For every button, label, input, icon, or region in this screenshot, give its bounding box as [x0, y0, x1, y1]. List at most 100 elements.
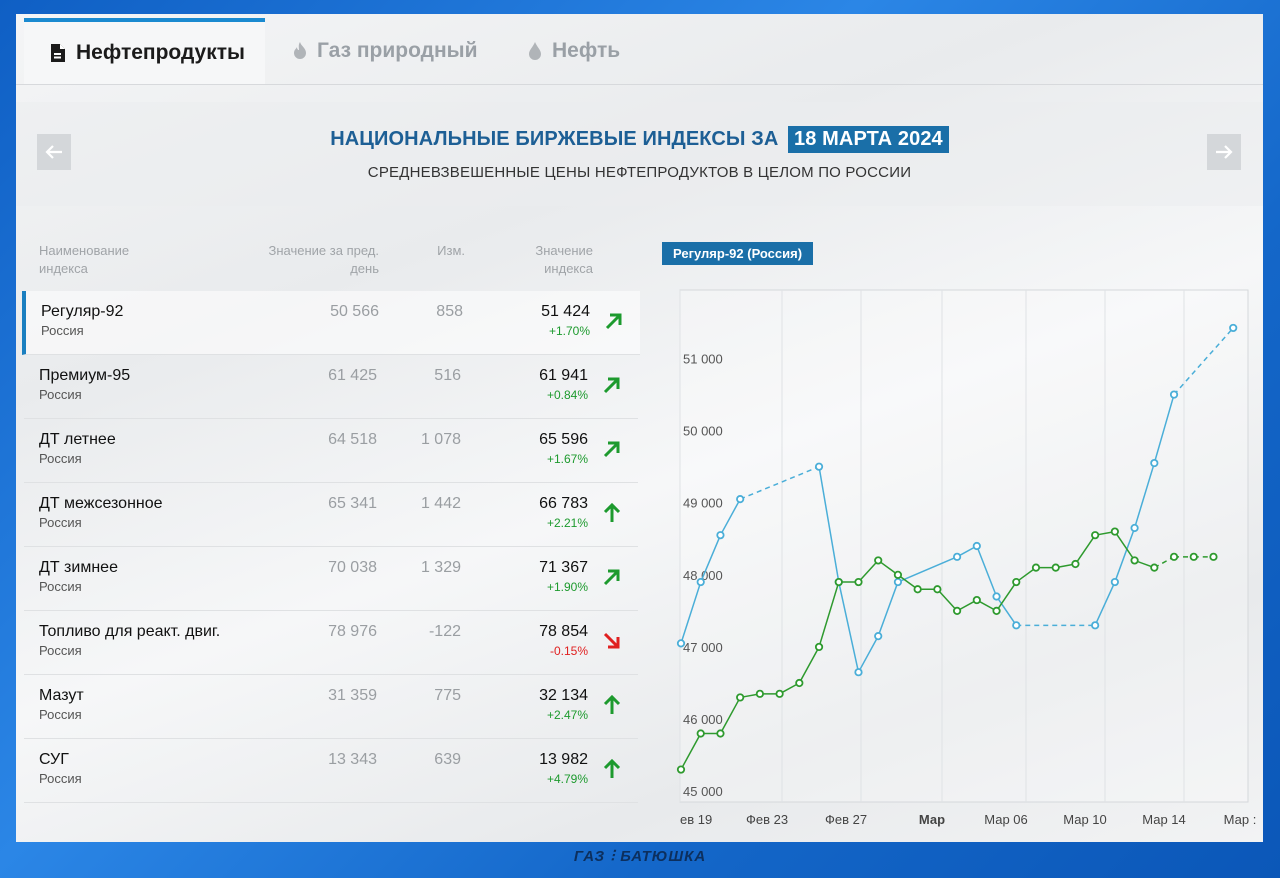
table-row[interactable]: Премиум-95 Россия 61 425 516 61 941 +0.84%	[24, 355, 638, 419]
data-point	[834, 577, 843, 587]
index-value: 61 941	[539, 367, 588, 384]
data-point	[992, 592, 1001, 601]
footer-logo: ГАЗ ⫶ БАТЮШКА	[573, 848, 707, 865]
data-point	[874, 632, 883, 641]
prev-date-button[interactable]	[37, 134, 71, 170]
tab-bar: Нефтепродукты Газ природный Нефть	[16, 14, 1263, 85]
arrow-right-icon	[1216, 145, 1233, 159]
index-percent: +2.21%	[546, 516, 588, 530]
table-row[interactable]: Мазут Россия 31 359 775 32 134 +2.47%	[24, 675, 638, 739]
page-subtitle: СРЕДНЕВЗВЕШЕННЫЕ ЦЕНЫ НЕФТЕПРОДУКТОВ В Ц…	[367, 164, 912, 181]
index-region: Россия	[39, 707, 82, 722]
tab-label: Газ природный	[317, 39, 478, 62]
tab-oil[interactable]: Нефть	[528, 18, 620, 84]
series-line-segment	[995, 596, 1017, 626]
series-line-segment	[857, 635, 879, 673]
data-point	[1031, 563, 1041, 572]
flame-icon	[294, 42, 306, 59]
table-row[interactable]: Топливо для реакт. двиг. Россия 78 976 -122…	[24, 611, 638, 675]
series-line-segment	[1114, 531, 1136, 561]
series-line-segment	[1153, 394, 1175, 464]
data-point	[1130, 523, 1139, 533]
x-tick-label: Мар 14	[1142, 812, 1186, 827]
data-point	[1169, 552, 1179, 561]
tab-label: Нефть	[552, 39, 621, 62]
chart-series-tag[interactable]: Регуляр-92 (Россия)	[662, 242, 814, 265]
series-line-segment	[838, 581, 860, 673]
y-tick-label: 45 000	[683, 784, 723, 799]
table-row[interactable]: ДТ межсезонное Россия 65 341 1 442 66 783 +2.…	[24, 483, 638, 547]
data-point	[874, 556, 883, 565]
tab-oil-products[interactable]: Нефтепродукты	[24, 18, 265, 84]
data-point	[1051, 563, 1060, 572]
index-percent: +1.90%	[546, 580, 588, 594]
series-line-segment	[719, 697, 741, 734]
x-tick-label: ев 19	[680, 812, 712, 827]
index-percent: -0.15%	[549, 644, 588, 658]
index-region: Россия	[39, 515, 82, 530]
data-point	[972, 595, 981, 605]
index-region: Россия	[39, 387, 82, 402]
index-name: Мазут	[39, 687, 84, 704]
series-line-segment	[995, 581, 1017, 612]
index-value: 71 367	[539, 559, 588, 576]
index-name: ДТ летнее	[39, 431, 116, 448]
series-line-segment	[798, 646, 820, 684]
column-header-value: Значение индекса	[535, 243, 593, 276]
data-point	[1229, 323, 1238, 333]
table-row[interactable]: СУГ Россия 13 343 639 13 982 +4.79%	[24, 739, 638, 803]
index-name: Регуляр-92	[41, 303, 124, 320]
data-point	[1012, 621, 1021, 630]
data-point	[893, 570, 903, 579]
x-tick-label: Мар	[919, 812, 945, 827]
series-line-segment	[1114, 527, 1136, 583]
data-point	[893, 577, 903, 587]
y-tick-label: 46 000	[683, 712, 723, 727]
table-row[interactable]: Регуляр-92 Россия 50 566 858 51 424 +1.70%	[22, 291, 640, 355]
y-tick-label: 51 000	[683, 352, 723, 367]
x-tick-label: Фев 27	[825, 812, 867, 827]
next-date-button[interactable]	[1207, 134, 1241, 170]
series-line-segment	[680, 733, 702, 770]
series-line-segment	[1094, 581, 1116, 626]
page-title: НАЦИОНАЛЬНЫЕ БИРЖЕВЫЕ ИНДЕКСЫ ЗА 18 МАРТ…	[16, 126, 1263, 153]
data-point	[814, 462, 824, 471]
title-date-badge: 18 МАРТА 2024	[788, 126, 949, 153]
series-line-segment	[700, 534, 722, 583]
y-tick-label: 49 000	[683, 496, 723, 511]
tab-natural-gas[interactable]: Газ природный	[293, 18, 478, 84]
data-point	[952, 606, 962, 616]
column-header-prev: Значение за пред. день	[268, 243, 379, 276]
trend-arrow-icon	[605, 313, 622, 330]
data-point	[1110, 577, 1119, 587]
index-change: 1 329	[420, 559, 461, 576]
x-tick-label: Фев 23	[746, 812, 788, 827]
data-point	[1189, 552, 1198, 561]
data-point	[1209, 552, 1218, 561]
index-change: 775	[434, 687, 461, 704]
index-name: ДТ межсезонное	[39, 495, 163, 512]
column-header-name: Наименование индекса	[39, 243, 130, 276]
data-point	[1071, 559, 1080, 569]
data-point	[913, 585, 922, 594]
table-row[interactable]: ДТ летнее Россия 64 518 1 078 65 596 +1.67%	[24, 419, 638, 483]
index-prev-value: 70 038	[328, 559, 377, 576]
index-region: Россия	[39, 771, 82, 786]
data-point	[736, 693, 745, 702]
header-band	[16, 102, 1263, 206]
index-change: 639	[434, 751, 461, 768]
data-point	[814, 642, 824, 652]
series-line-segment	[877, 581, 899, 637]
index-name: СУГ	[39, 751, 69, 768]
data-point	[992, 606, 1001, 616]
data-point	[1091, 531, 1100, 540]
index-value: 66 783	[539, 495, 588, 512]
index-prev-value: 13 343	[328, 751, 377, 768]
table-row[interactable]: ДТ зимнее Россия 70 038 1 329 71 367 +1.90%	[24, 547, 638, 611]
data-point	[1091, 621, 1100, 630]
data-point	[676, 639, 686, 648]
series-line-segment	[818, 581, 840, 648]
trend-arrow-icon	[603, 569, 620, 586]
data-point	[696, 729, 705, 738]
